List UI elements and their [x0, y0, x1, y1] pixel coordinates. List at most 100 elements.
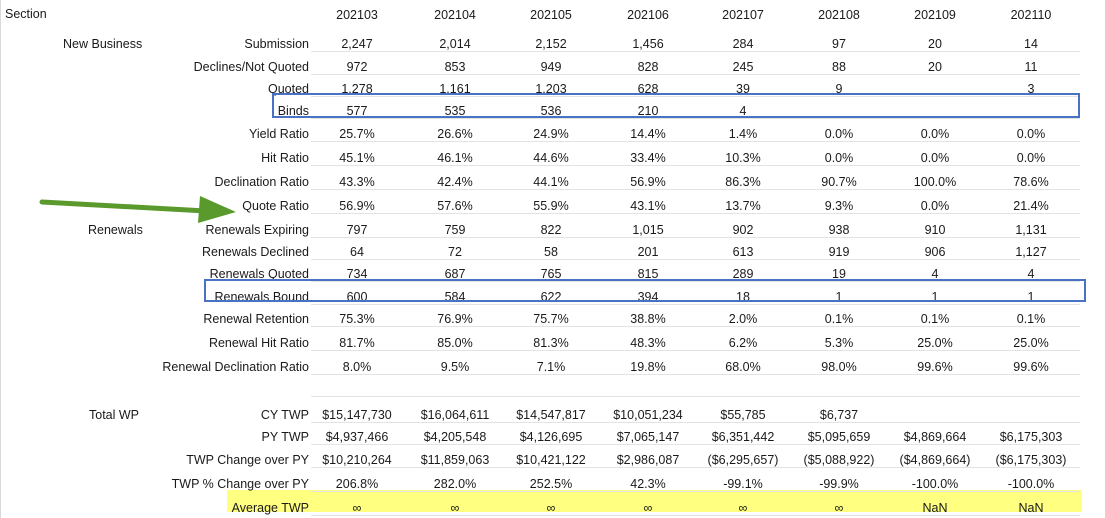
row-label: Hit Ratio [261, 151, 309, 165]
group-label: New Business [63, 37, 143, 51]
row-label: TWP % Change over PY [171, 477, 309, 491]
row-divider [311, 213, 1080, 214]
table-cell: 97 [832, 37, 846, 51]
row-label: Average TWP [231, 501, 309, 515]
table-cell: 100.0% [913, 175, 957, 189]
table-cell: $7,065,147 [616, 430, 680, 444]
table-cell: 734 [346, 267, 368, 281]
table-cell: 1 [1027, 290, 1035, 304]
table-cell: 5.3% [824, 336, 854, 350]
table-cell: ∞ [834, 501, 844, 515]
table-cell: 45.1% [339, 151, 375, 165]
table-cell: 815 [637, 267, 659, 281]
table-cell: NaN [1018, 501, 1044, 515]
table-cell: 919 [828, 245, 850, 259]
table-cell: 14.4% [630, 127, 666, 141]
column-header: 202110 [1010, 8, 1052, 22]
table-cell: $10,421,122 [516, 453, 586, 467]
row-divider [311, 189, 1080, 190]
table-cell: 3 [1027, 82, 1035, 96]
table-cell: 76.9% [437, 312, 473, 326]
table-cell: 628 [637, 82, 659, 96]
table-cell: 44.1% [533, 175, 569, 189]
table-cell: 2,247 [341, 37, 373, 51]
table-cell: 0.1% [1016, 312, 1046, 326]
table-cell: $5,095,659 [807, 430, 871, 444]
table-cell: 9 [835, 82, 843, 96]
row-divider [311, 491, 1080, 492]
table-cell: 81.7% [339, 336, 375, 350]
table-cell: 2,014 [439, 37, 471, 51]
row-divider [311, 444, 1080, 445]
table-cell: 797 [346, 223, 368, 237]
group-label: Total WP [89, 408, 140, 422]
table-cell: 58 [544, 245, 558, 259]
table-cell: 687 [444, 267, 466, 281]
table-cell: $14,547,817 [516, 408, 586, 422]
table-cell: 81.3% [533, 336, 569, 350]
average-twp-highlight [227, 490, 1082, 512]
row-divider [311, 396, 1080, 397]
table-cell: 9.5% [440, 360, 470, 374]
group-label: Renewals [88, 223, 143, 237]
row-divider [311, 118, 1080, 119]
table-cell: 0.0% [1016, 127, 1046, 141]
row-label: Renewals Expiring [205, 223, 309, 237]
table-cell: 9.3% [824, 199, 854, 213]
table-cell: 972 [346, 60, 368, 74]
table-cell: 4 [739, 104, 747, 118]
row-label: CY TWP [260, 408, 309, 422]
table-cell: 19.8% [630, 360, 666, 374]
table-cell: $10,051,234 [613, 408, 683, 422]
row-label: Quote Ratio [242, 199, 309, 213]
table-cell: 13.7% [725, 199, 761, 213]
table-cell: 75.3% [339, 312, 375, 326]
table-cell: 72 [448, 245, 462, 259]
table-cell: NaN [922, 501, 948, 515]
table-cell: 535 [444, 104, 466, 118]
table-cell: 25.7% [339, 127, 375, 141]
renewals-bound-row-outline [204, 279, 1086, 302]
table-cell: 38.8% [630, 312, 666, 326]
row-label: Submission [244, 37, 309, 51]
table-cell: 252.5% [529, 477, 573, 491]
row-label: Declination Ratio [214, 175, 310, 189]
column-header: 202105 [530, 8, 572, 22]
table-cell: ($6,295,657) [707, 453, 779, 467]
table-cell: 0.1% [920, 312, 950, 326]
table-cell: 206.8% [335, 477, 379, 491]
table-cell: 828 [637, 60, 659, 74]
row-divider [311, 326, 1080, 327]
table-cell: 10.3% [725, 151, 761, 165]
row-divider [311, 96, 1080, 97]
table-cell: 1,015 [632, 223, 664, 237]
table-cell: -100.0% [911, 477, 959, 491]
table-cell: 26.6% [437, 127, 473, 141]
table-cell: $6,737 [819, 408, 859, 422]
table-cell: $10,210,264 [322, 453, 392, 467]
row-label: TWP Change over PY [186, 453, 309, 467]
table-cell: 39 [736, 82, 750, 96]
table-cell: $4,126,695 [519, 430, 583, 444]
table-cell: $11,859,063 [420, 453, 490, 467]
table-cell: 536 [540, 104, 562, 118]
table-cell: 577 [346, 104, 368, 118]
table-cell: 1,161 [439, 82, 471, 96]
section-header: Section [5, 7, 47, 21]
table-cell: $6,175,303 [999, 430, 1063, 444]
column-header: 202104 [434, 8, 476, 22]
table-cell: 44.6% [533, 151, 569, 165]
row-label: Renewals Declined [201, 245, 309, 259]
table-cell: 853 [444, 60, 466, 74]
column-header: 202108 [818, 8, 860, 22]
column-header: 202109 [914, 8, 956, 22]
table-cell: 0.1% [824, 312, 854, 326]
table-cell: 2.0% [728, 312, 758, 326]
table-cell: 20 [928, 60, 942, 74]
row-divider [311, 237, 1080, 238]
table-cell: 42.4% [437, 175, 473, 189]
column-header: 202107 [722, 8, 764, 22]
left-border [0, 0, 1, 518]
table-cell: -100.0% [1007, 477, 1055, 491]
column-header: 202103 [336, 8, 378, 22]
